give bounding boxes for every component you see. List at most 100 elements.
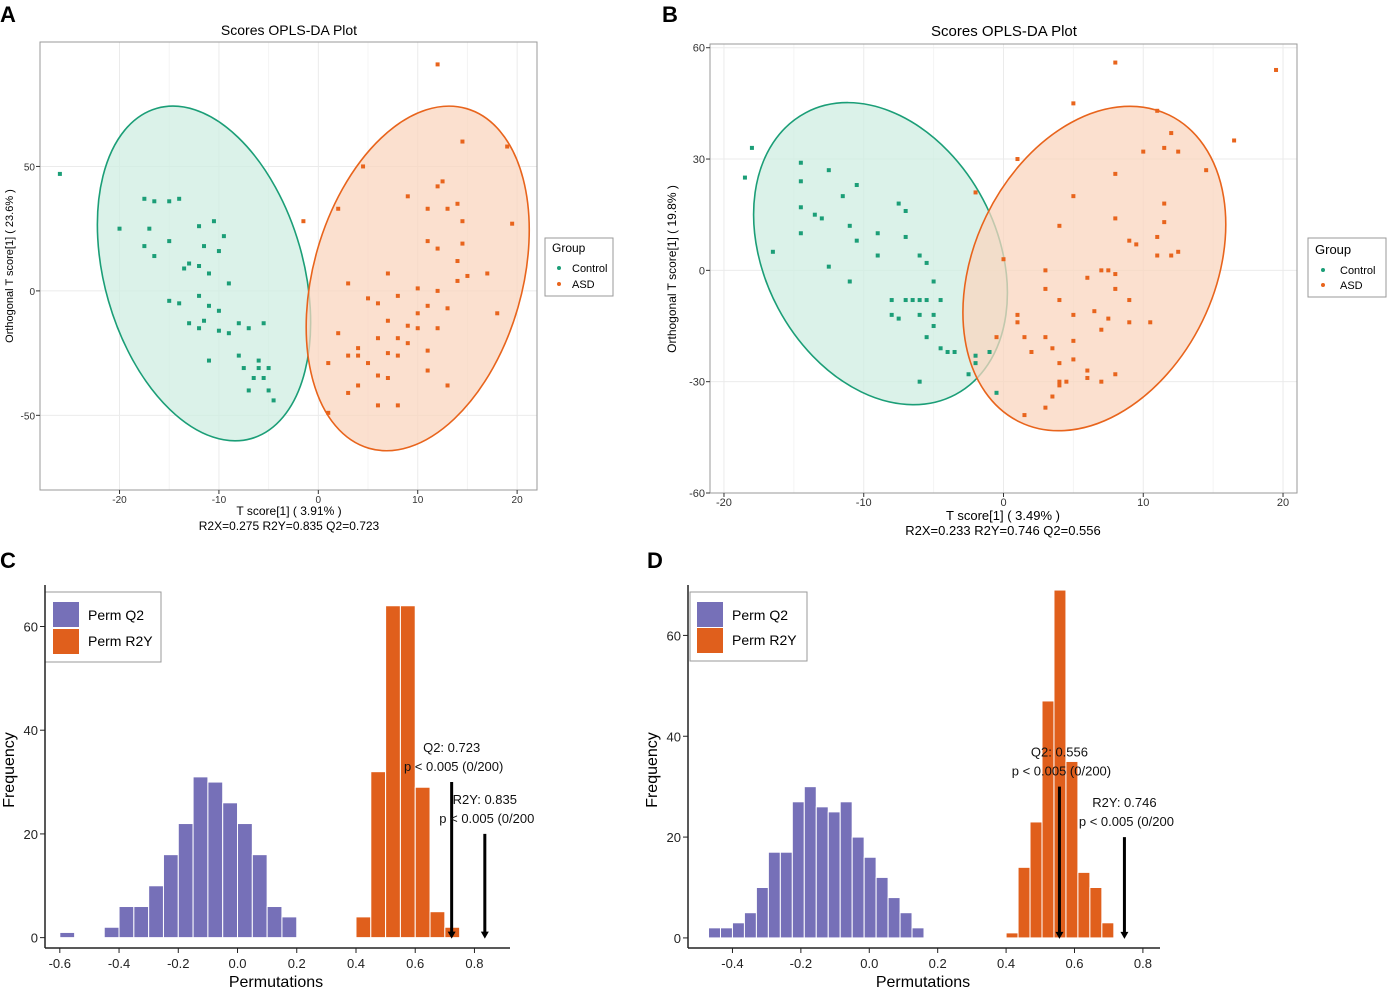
legend-swatch-control xyxy=(1321,268,1325,272)
histogram-bar-perm-q2 xyxy=(839,801,853,939)
data-point-asd xyxy=(375,373,380,378)
data-point-asd xyxy=(485,271,490,276)
data-point-asd xyxy=(336,206,341,211)
data-point-asd xyxy=(1113,372,1118,377)
histogram-bar-perm-q2 xyxy=(779,851,793,939)
annotation-label: Q2: 0.723 xyxy=(423,740,480,755)
histogram-bar-perm-q2 xyxy=(767,851,781,939)
annotation-label: R2Y: 0.746 xyxy=(1092,795,1156,810)
data-point-asd xyxy=(1127,238,1132,243)
x-tick-label: 0.0 xyxy=(228,956,246,971)
x-tick-label: 10 xyxy=(412,495,424,506)
data-point-asd xyxy=(336,331,341,336)
data-point-control xyxy=(177,196,182,201)
data-point-asd xyxy=(405,194,410,199)
data-point-asd xyxy=(495,311,500,316)
chart-title: Scores OPLS-DA Plot xyxy=(221,22,357,38)
data-point-control xyxy=(167,239,172,244)
data-point-control xyxy=(251,376,256,380)
panel-label-a: A xyxy=(0,2,16,27)
x-tick-label: 10 xyxy=(1137,497,1149,509)
data-point-control xyxy=(241,366,246,371)
panel-d: D Permutations Frequency Perm Q2 Perm R2… xyxy=(644,548,970,989)
histogram-c: -0.6 -0.4 -0.2 0.0 0.2 0.4 0.6 0.8 0 20 40 60 Q2: 0.… xyxy=(24,585,534,971)
data-point-control xyxy=(917,379,922,384)
panel-a: A Scores OPLS-DA Plot T score[1] ( 3.91%… xyxy=(0,2,614,533)
data-point-asd xyxy=(385,271,390,276)
data-point-asd xyxy=(1127,320,1132,325)
data-point-asd xyxy=(435,326,440,331)
histogram-bar-perm-q2 xyxy=(103,926,120,939)
y-tick-label: 30 xyxy=(693,154,705,166)
y-axis-label: Orthogonal T score[1] ( 23.6% ) xyxy=(4,189,16,343)
confidence-ellipse-control xyxy=(96,105,312,442)
y-tick-label: 50 xyxy=(24,162,36,173)
histogram-bar-perm-r2y xyxy=(1017,866,1031,939)
data-point-control xyxy=(826,264,831,269)
data-point-control xyxy=(798,205,803,210)
data-point-control xyxy=(236,353,241,358)
y-tick-label: -30 xyxy=(689,377,705,389)
data-point-control xyxy=(938,298,943,303)
data-point-control xyxy=(216,308,221,313)
histogram-bar-perm-q2 xyxy=(207,781,224,939)
legend-label-control: Control xyxy=(572,263,607,275)
data-point-control xyxy=(847,223,852,228)
histogram-bar-perm-r2y xyxy=(429,911,446,939)
data-point-asd xyxy=(425,239,430,244)
data-point-control xyxy=(987,349,992,354)
data-point-asd xyxy=(1015,312,1020,317)
data-point-control xyxy=(266,388,271,393)
data-point-control xyxy=(246,326,251,331)
data-point-asd xyxy=(1057,223,1062,228)
data-point-asd xyxy=(460,219,465,224)
data-point-asd xyxy=(405,341,410,346)
y-tick-label: 0 xyxy=(31,931,38,946)
data-point-control xyxy=(924,260,929,265)
panel-label-b: B xyxy=(662,2,678,27)
data-point-control xyxy=(917,253,922,258)
legend: Group Control ASD xyxy=(544,237,614,297)
y-tick-label: 0 xyxy=(674,931,681,946)
x-tick-label: 0.0 xyxy=(860,956,878,971)
data-point-control xyxy=(854,183,859,188)
data-point-control xyxy=(903,298,908,303)
x-axis-label: Permutations xyxy=(229,974,323,989)
arrow-head xyxy=(447,931,456,939)
data-point-asd xyxy=(1113,60,1118,65)
plot-frame xyxy=(39,41,538,491)
x-axis-label: Permutations xyxy=(876,974,970,989)
data-point-asd xyxy=(346,353,351,358)
x-tick-label: 0.8 xyxy=(465,956,483,971)
y-tick-label: 0 xyxy=(29,287,35,298)
x-tick-label: 0 xyxy=(1000,497,1006,509)
y-tick-label: 60 xyxy=(693,43,705,55)
data-point-asd xyxy=(1043,286,1048,291)
legend-swatch-perm-q2 xyxy=(697,602,723,627)
data-point-asd xyxy=(440,179,445,184)
panel-label-c: C xyxy=(0,548,16,573)
data-point-asd xyxy=(1092,309,1097,314)
data-point-control xyxy=(202,244,207,249)
data-point-asd xyxy=(1155,234,1160,239)
data-point-control xyxy=(798,231,803,236)
data-point-asd xyxy=(395,353,400,358)
y-axis-label: Orthogonal T score[1] ( 19.8% ) xyxy=(665,185,679,353)
data-point-asd xyxy=(455,201,460,206)
histogram-bar-perm-q2 xyxy=(815,806,829,939)
data-point-control xyxy=(226,281,231,286)
data-point-asd xyxy=(1162,201,1167,206)
histogram-bar-perm-q2 xyxy=(899,912,913,939)
data-point-control xyxy=(142,244,147,249)
data-point-control xyxy=(749,145,754,150)
data-point-asd xyxy=(375,336,380,341)
annotation-pvalue: p < 0.005 (0/200 xyxy=(439,811,534,826)
data-point-asd xyxy=(1085,368,1090,373)
data-point-control xyxy=(889,312,894,317)
data-point-asd xyxy=(1057,383,1062,388)
data-point-asd xyxy=(326,410,331,415)
data-point-asd xyxy=(385,376,390,380)
data-point-asd xyxy=(301,219,306,224)
legend-label-perm-q2: Perm Q2 xyxy=(88,607,144,623)
data-point-asd xyxy=(1113,286,1118,291)
